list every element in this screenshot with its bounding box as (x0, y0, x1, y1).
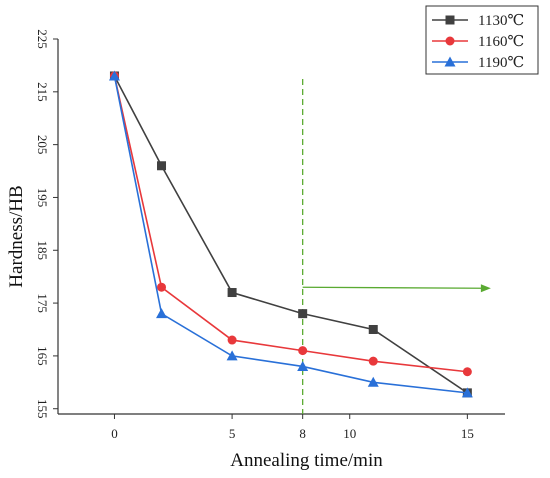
square-marker (157, 161, 167, 171)
legend-item: 1160℃ (432, 34, 524, 50)
legend: 1130℃ 1160℃ 1190℃ (425, 5, 539, 75)
series-triangle (108, 70, 473, 398)
series-line (113, 75, 468, 394)
series-circle (109, 71, 472, 377)
annotations (302, 79, 491, 414)
x-tick-label: 8 (299, 426, 306, 441)
circle-marker (445, 36, 455, 46)
circle-marker (298, 346, 308, 356)
arrow-head-icon (480, 284, 491, 293)
x-tick-label: 5 (229, 426, 236, 441)
square-marker (445, 15, 455, 25)
square-marker (298, 309, 308, 319)
series-group (108, 70, 473, 398)
y-tick-label: 165 (35, 346, 50, 366)
triangle-marker (461, 387, 473, 398)
series-line (113, 75, 468, 394)
legend-label: 1130℃ (478, 13, 524, 29)
legend-item: 1190℃ (432, 55, 524, 71)
y-axis-label: Hardness/HB (6, 185, 27, 287)
legend-label: 1160℃ (478, 34, 524, 50)
x-tick-label: 0 (111, 426, 118, 441)
triangle-marker (156, 308, 168, 319)
y-tick-label: 185 (35, 241, 50, 261)
trend-arrow-line (302, 286, 483, 289)
y-tick-label: 225 (35, 29, 50, 49)
x-tick-label: 15 (461, 426, 474, 441)
triangle-marker (297, 360, 309, 371)
axes: 0 5 8 10 15 155 165 175 185 195 205 215 225 (35, 29, 505, 441)
x-tick-label: 10 (343, 426, 356, 441)
triangle-marker (226, 350, 238, 361)
y-tick-label: 195 (35, 188, 50, 208)
y-tick-label: 205 (35, 135, 50, 155)
y-tick-label: 155 (35, 399, 50, 419)
circle-marker (368, 356, 378, 366)
triangle-marker (108, 70, 120, 81)
legend-label: 1190℃ (478, 55, 524, 71)
y-tick-label: 215 (35, 82, 50, 102)
x-axis-label: Annealing time/min (230, 450, 383, 471)
circle-marker (462, 367, 472, 377)
series-line (113, 75, 468, 373)
triangle-marker (444, 56, 456, 67)
triangle-marker (367, 376, 379, 387)
square-marker (368, 324, 378, 334)
y-tick-label: 175 (35, 293, 50, 313)
legend-item: 1130℃ (432, 13, 524, 29)
circle-marker (157, 282, 167, 292)
circle-marker (227, 335, 237, 345)
square-marker (227, 288, 237, 298)
